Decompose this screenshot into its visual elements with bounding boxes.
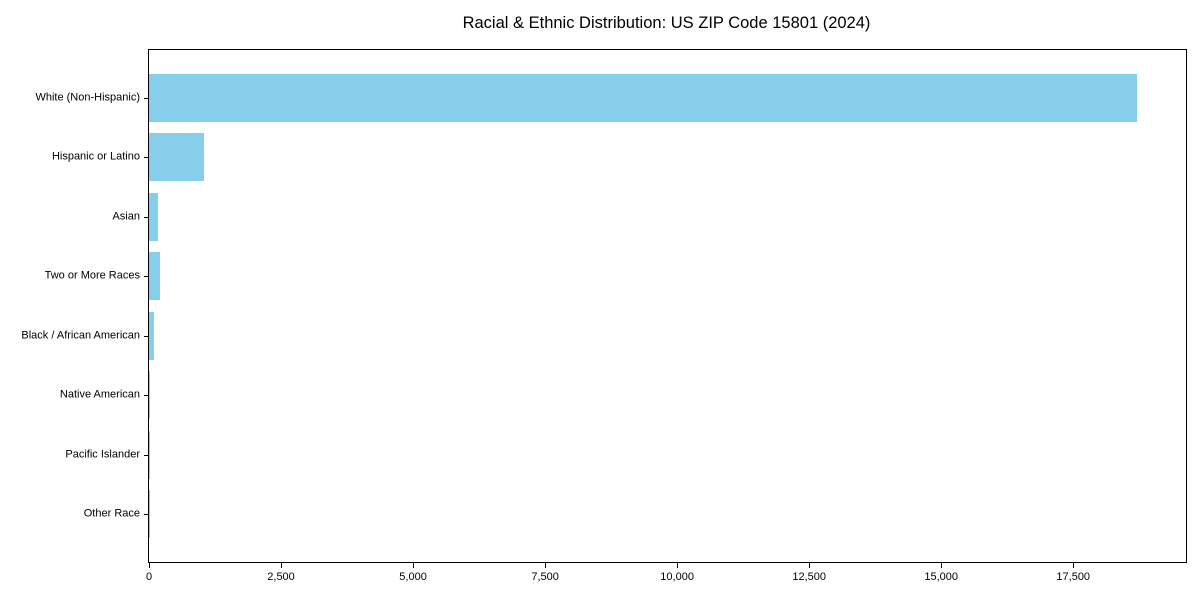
x-tick-label: 5,000	[399, 571, 427, 583]
y-axis-tick	[144, 216, 149, 218]
x-axis-tick	[413, 563, 415, 568]
x-axis-tick	[1073, 563, 1075, 568]
bar-native-american	[149, 371, 150, 420]
y-axis-tick	[144, 454, 149, 456]
y-axis-tick	[144, 157, 149, 159]
x-axis-tick	[545, 563, 547, 568]
y-tick-label: Two or More Races	[44, 269, 140, 282]
y-tick-label: Black / African American	[21, 329, 140, 342]
y-tick-label: Asian	[112, 210, 140, 223]
x-tick-label: 15,000	[924, 571, 959, 583]
x-tick-label: 12,500	[792, 571, 826, 583]
bar-white-non-hispanic	[149, 73, 1137, 122]
bar-asian	[149, 192, 158, 241]
x-axis-tick	[149, 563, 150, 568]
y-axis-tick	[144, 276, 149, 278]
x-tick-label: 17,500	[1056, 571, 1091, 583]
y-tick-label: Native American	[59, 388, 140, 401]
y-axis-tick	[144, 335, 149, 337]
y-axis-tick	[144, 97, 149, 99]
y-tick-label: White (Non-Hispanic)	[35, 91, 140, 104]
plot-area: White (Non-Hispanic) Hispanic or Latino As…	[21, 49, 1187, 583]
y-tick-label: Hispanic or Latino	[51, 150, 140, 163]
bar-two-or-more-races	[149, 252, 161, 301]
x-axis-tick	[809, 563, 811, 568]
x-tick-label: 10,000	[660, 571, 694, 583]
bar-hispanic-or-latino	[149, 133, 205, 182]
x-axis-tick	[677, 563, 679, 568]
y-axis-tick	[144, 514, 149, 516]
chart-title: Racial & Ethnic Distribution: US ZIP Cod…	[462, 14, 871, 32]
x-tick-label: 7,500	[531, 571, 559, 583]
bar-black-african-american	[149, 311, 155, 360]
y-tick-label: Other Race	[83, 507, 140, 520]
x-tick-label: 2,500	[267, 571, 295, 583]
y-axis-tick	[144, 395, 149, 397]
x-axis-tick	[281, 563, 283, 568]
y-tick-label: Pacific Islander	[65, 448, 140, 461]
x-axis-tick	[941, 563, 943, 568]
x-tick-label: 0	[145, 571, 153, 583]
